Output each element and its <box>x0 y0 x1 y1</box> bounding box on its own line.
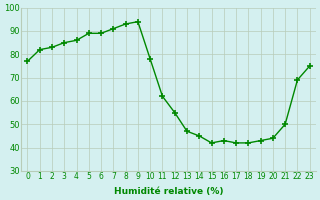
X-axis label: Humidité relative (%): Humidité relative (%) <box>114 187 223 196</box>
